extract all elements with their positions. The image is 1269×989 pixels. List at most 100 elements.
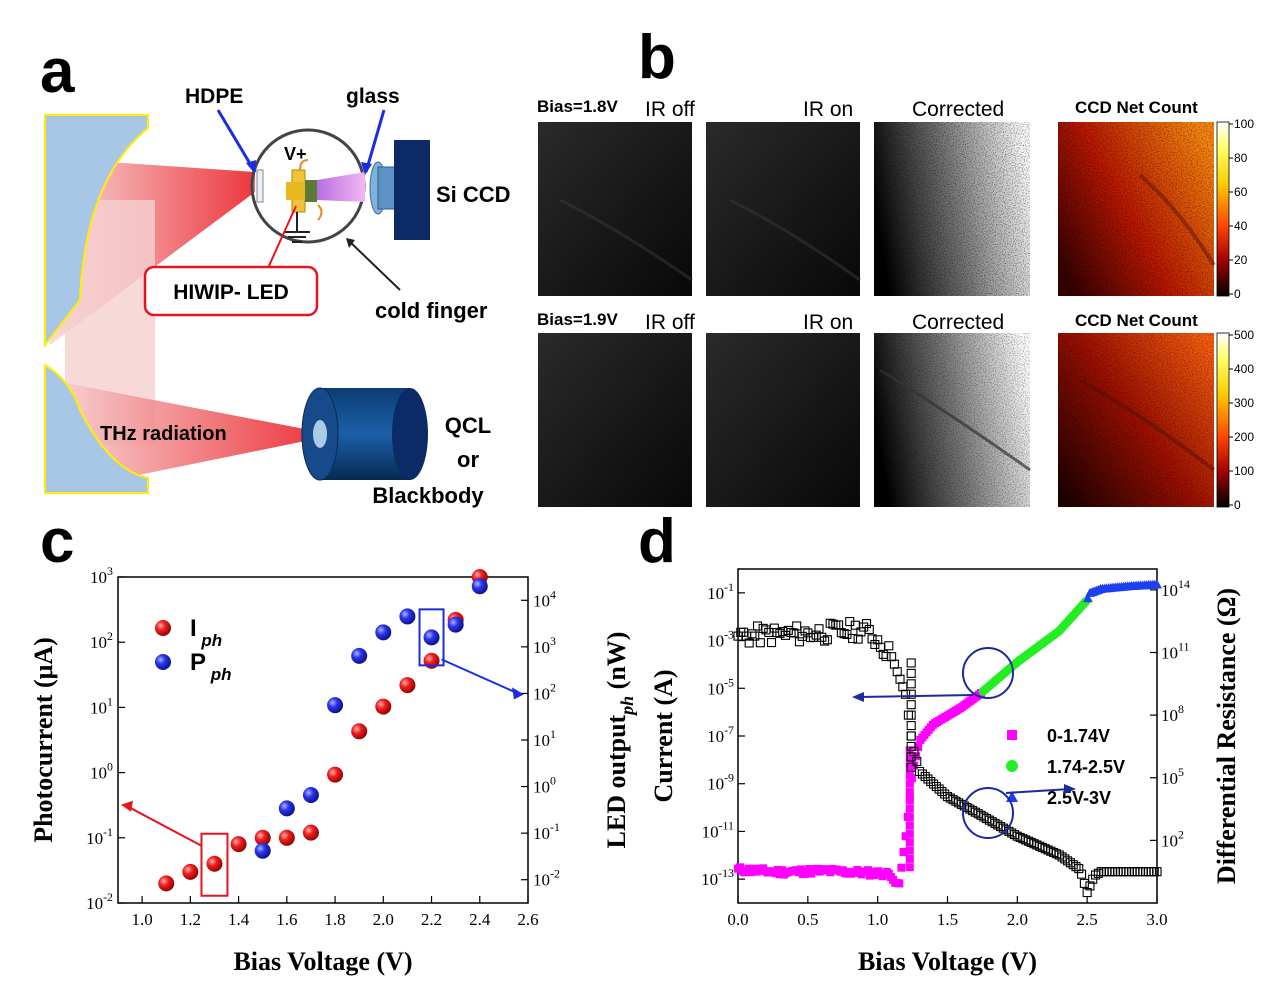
iv-point bbox=[807, 869, 816, 878]
resistance-point bbox=[984, 815, 994, 825]
y-tick-label: 10-5 bbox=[707, 675, 734, 698]
x-tick-label: 1.0 bbox=[867, 910, 888, 929]
resistance-axis-arrow bbox=[1005, 788, 1071, 794]
y-tick-label: 10-7 bbox=[707, 723, 734, 746]
row1-colorbar-ticks: 100 80 60 40 20 0 bbox=[1229, 117, 1254, 301]
legend-label: 1.74-2.5V bbox=[1047, 757, 1125, 777]
iv-point bbox=[796, 865, 805, 874]
chart-c: 1.0 1.2 1.4 1.6 1.8 2.0 2.2 2.4 2.6 10-2 10-1 100 10… bbox=[29, 564, 637, 976]
iph-axis-arrow bbox=[127, 805, 202, 847]
iv-point bbox=[905, 788, 914, 797]
data-point-pph bbox=[327, 697, 344, 714]
panel-b: b Bias=1.8V IR off IR on Corrected CCD N… bbox=[537, 23, 1254, 512]
resistance-point bbox=[839, 629, 849, 639]
resistance-point bbox=[811, 630, 821, 640]
vplus-label: V+ bbox=[284, 144, 307, 164]
iv-point bbox=[777, 866, 786, 875]
resistance-point bbox=[1071, 862, 1081, 872]
y2-tick-label: 102 bbox=[1161, 827, 1184, 850]
resistance-point bbox=[990, 818, 1000, 828]
x-tick-label: 2.5 bbox=[1077, 910, 1098, 929]
row2-ccd-net-count-label: CCD Net Count bbox=[1075, 311, 1198, 330]
resistance-point bbox=[906, 721, 916, 731]
resistance-point bbox=[906, 741, 916, 751]
panel-a-letter: a bbox=[40, 37, 75, 106]
resistance-point bbox=[1152, 867, 1162, 877]
iv-point bbox=[905, 838, 914, 847]
resistance-point bbox=[923, 774, 933, 784]
data-point-iph bbox=[375, 698, 392, 715]
resistance-point bbox=[945, 793, 955, 803]
x-tick-label: 2.0 bbox=[373, 910, 394, 929]
resistance-point bbox=[884, 641, 894, 651]
y2-tick-label: 102 bbox=[533, 680, 556, 703]
x-tick-label: 2.0 bbox=[1007, 910, 1028, 929]
row1-ir-off-label: IR off bbox=[645, 98, 695, 121]
parabolic-mirror-bottom bbox=[44, 363, 149, 494]
chart-d-y2label: Differential Resistance (Ω) bbox=[1212, 588, 1241, 884]
y-tick-label: 10-1 bbox=[86, 825, 113, 848]
resistance-point bbox=[1116, 867, 1126, 877]
colorbar-tick-label: 400 bbox=[1234, 362, 1254, 376]
resistance-point bbox=[1051, 849, 1061, 859]
iv-point bbox=[775, 870, 784, 879]
chart-c-ylabel: Photocurrent (μA) bbox=[29, 637, 58, 843]
resistance-point bbox=[973, 809, 983, 819]
resistance-point bbox=[906, 752, 916, 762]
iv-point bbox=[905, 763, 914, 772]
y-tick-label: 10-1 bbox=[707, 580, 734, 603]
row2-bias-label: Bias=1.9V bbox=[537, 310, 618, 329]
data-point-iph bbox=[327, 766, 344, 783]
data-point-pph bbox=[302, 786, 319, 803]
iv-axis-arrow bbox=[857, 694, 974, 698]
resistance-point bbox=[1141, 867, 1151, 877]
colorbar-tick-label: 20 bbox=[1234, 253, 1248, 267]
data-point-pph bbox=[375, 624, 392, 641]
y2-tick-label: 10-2 bbox=[533, 867, 560, 890]
resistance-point bbox=[822, 635, 832, 645]
iv-point bbox=[863, 866, 872, 875]
glass-arrow bbox=[364, 109, 386, 173]
resistance-point bbox=[937, 786, 947, 797]
data-point-pph bbox=[278, 800, 295, 817]
row1-ccd-net-count-label: CCD Net Count bbox=[1075, 98, 1198, 117]
led-emission bbox=[317, 172, 365, 202]
resistance-point bbox=[853, 634, 863, 644]
iv-highlight-circle bbox=[962, 647, 1015, 699]
resistance-point bbox=[814, 624, 824, 634]
pph-highlight-box bbox=[418, 608, 445, 667]
row1-bias-label: Bias=1.8V bbox=[537, 97, 618, 116]
qcl-back bbox=[392, 388, 428, 480]
row2-colorbar bbox=[1216, 332, 1230, 508]
hdpe-label: HDPE bbox=[185, 85, 243, 108]
resistance-point bbox=[1104, 867, 1115, 877]
bond-wire-2 bbox=[317, 204, 323, 221]
resistance-point bbox=[942, 791, 953, 802]
iv-point bbox=[895, 879, 904, 888]
data-point-pph bbox=[423, 629, 440, 646]
iv-point bbox=[905, 754, 914, 763]
resistance-point bbox=[965, 804, 975, 814]
resistance-point bbox=[881, 651, 891, 662]
chart-d-xlabel: Bias Voltage (V) bbox=[858, 947, 1037, 976]
resistance-point bbox=[996, 822, 1006, 832]
resistance-point bbox=[1146, 867, 1156, 877]
iv-point bbox=[905, 846, 914, 855]
resistance-point bbox=[909, 746, 919, 756]
colorbar-tick-label: 200 bbox=[1234, 430, 1254, 444]
ccd-lens-barrel bbox=[377, 166, 397, 210]
cold-finger-label: cold finger bbox=[375, 298, 488, 323]
data-point-iph bbox=[302, 824, 319, 841]
chart-c-y2label: LED outputph (nW) bbox=[602, 632, 637, 849]
row2-ir-off-image bbox=[538, 333, 692, 507]
resistance-point bbox=[948, 795, 958, 805]
resistance-point bbox=[1074, 864, 1084, 874]
resistance-point bbox=[926, 776, 936, 787]
resistance-point bbox=[982, 813, 992, 824]
resistance-point bbox=[1001, 825, 1011, 835]
resistance-point bbox=[1118, 867, 1129, 877]
row2-ir-on-label: IR on bbox=[803, 311, 853, 334]
y-tick-label: 10-3 bbox=[707, 628, 734, 651]
x-tick-label: 0.0 bbox=[727, 910, 748, 929]
legend-label: 0-1.74V bbox=[1047, 726, 1110, 746]
